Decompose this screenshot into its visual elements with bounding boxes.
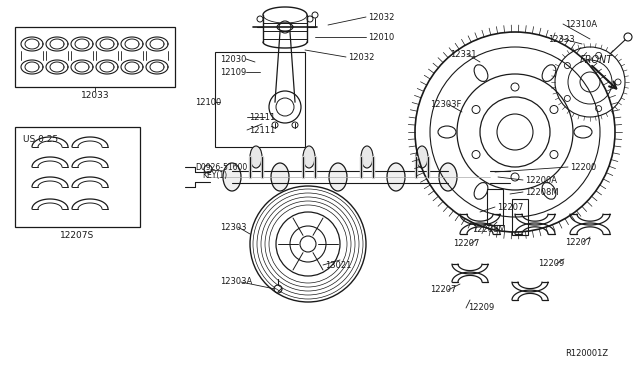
Ellipse shape xyxy=(223,163,241,191)
Text: 12200A: 12200A xyxy=(525,176,557,185)
Text: 12310A: 12310A xyxy=(565,19,597,29)
Text: 12208M: 12208M xyxy=(525,187,559,196)
Bar xyxy=(215,52,305,147)
Text: 12207: 12207 xyxy=(430,285,456,295)
Text: 12207: 12207 xyxy=(497,202,524,212)
Text: 12333: 12333 xyxy=(548,35,575,44)
Ellipse shape xyxy=(250,146,262,168)
Text: 12100: 12100 xyxy=(195,97,221,106)
Ellipse shape xyxy=(387,163,405,191)
Text: 12109: 12109 xyxy=(220,67,246,77)
Text: 12111: 12111 xyxy=(249,112,275,122)
Text: 12111: 12111 xyxy=(249,125,275,135)
Text: 12208M: 12208M xyxy=(472,224,506,234)
Bar xyxy=(487,189,503,225)
Text: FRONT: FRONT xyxy=(580,55,613,65)
Text: 12010: 12010 xyxy=(368,32,394,42)
Text: 12209: 12209 xyxy=(538,260,564,269)
Text: D0926-51600: D0926-51600 xyxy=(195,163,247,171)
Bar xyxy=(15,27,175,87)
Bar xyxy=(15,127,140,227)
Text: US 0.25: US 0.25 xyxy=(23,135,58,144)
Text: 12032: 12032 xyxy=(348,52,374,61)
Text: 12207S: 12207S xyxy=(60,231,94,240)
Text: 12207: 12207 xyxy=(565,237,591,247)
Text: 12303: 12303 xyxy=(220,222,246,231)
Ellipse shape xyxy=(329,163,347,191)
Text: 12033: 12033 xyxy=(81,90,109,99)
Ellipse shape xyxy=(271,163,289,191)
Text: KEY(1): KEY(1) xyxy=(202,170,227,180)
Polygon shape xyxy=(275,32,295,102)
Ellipse shape xyxy=(416,146,428,168)
Text: 12030: 12030 xyxy=(220,55,246,64)
Ellipse shape xyxy=(361,146,373,168)
Text: R120001Z: R120001Z xyxy=(565,350,608,359)
Text: 12207: 12207 xyxy=(453,240,479,248)
Text: 12303A: 12303A xyxy=(220,278,252,286)
Text: 12032: 12032 xyxy=(368,13,394,22)
Ellipse shape xyxy=(439,163,457,191)
Bar xyxy=(512,199,528,235)
Text: 13021: 13021 xyxy=(325,260,351,269)
Text: 12331: 12331 xyxy=(450,49,477,58)
Text: 12303F: 12303F xyxy=(430,99,461,109)
Text: 12209: 12209 xyxy=(468,304,494,312)
Text: 12200: 12200 xyxy=(570,163,596,171)
Ellipse shape xyxy=(303,146,315,168)
